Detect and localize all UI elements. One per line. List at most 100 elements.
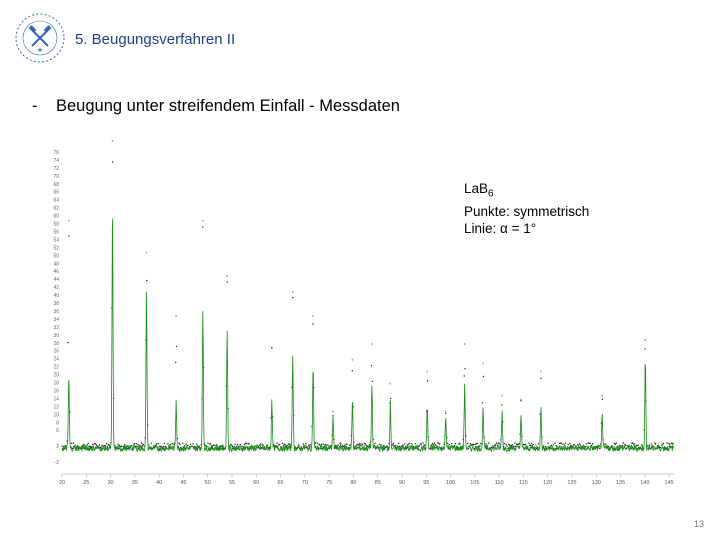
data-point [346, 443, 348, 445]
data-point [314, 442, 317, 444]
data-point [305, 442, 307, 445]
data-point [514, 442, 516, 444]
data-point [506, 445, 508, 447]
data-point [599, 447, 601, 450]
data-point [86, 444, 89, 446]
data-point [209, 443, 212, 445]
data-point [467, 447, 470, 450]
x-tick-label: 95 [423, 480, 429, 486]
data-point [155, 443, 158, 445]
data-point [589, 442, 591, 445]
data-point [615, 442, 617, 444]
data-point [168, 445, 170, 447]
chart-legend: LaB6 Punkte: symmetrisch Linie: α = 1° [464, 180, 589, 237]
data-point [231, 445, 234, 448]
x-tick-label: 70 [302, 480, 308, 486]
data-point [173, 443, 175, 445]
data-point [528, 442, 530, 444]
data-point [83, 443, 85, 446]
data-point [511, 444, 513, 446]
y-tick-label: 16 [53, 388, 59, 394]
data-point [187, 444, 189, 447]
data-point [391, 444, 394, 446]
x-tick-label: 65 [278, 480, 284, 486]
data-point [362, 444, 364, 446]
data-point [650, 443, 652, 445]
data-point [175, 345, 178, 348]
page-title: 5. Beugungsverfahren II [75, 31, 236, 48]
data-point [248, 443, 250, 445]
data-point [654, 442, 656, 444]
data-point [341, 444, 344, 447]
data-point [390, 397, 392, 400]
data-point [117, 443, 119, 445]
subtitle-line: - Beugung unter streifendem Einfall - Mes… [32, 97, 400, 116]
y-tick-label: 40 [53, 293, 59, 299]
data-point [459, 442, 461, 444]
x-tick-label: 135 [616, 480, 625, 486]
data-point [407, 443, 409, 446]
peak-marker: ° [482, 363, 484, 369]
data-point [302, 443, 304, 445]
data-point [292, 296, 294, 299]
data-point [592, 443, 594, 445]
data-point [357, 444, 360, 446]
data-point [520, 400, 522, 402]
x-axis: 20 25 30 35 40 45 50 55 60 65 70 75 80 85 90 95 100 105 11… [59, 473, 674, 486]
data-point [325, 444, 327, 446]
data-point [505, 443, 507, 446]
y-tick-label: -2 [55, 460, 60, 466]
y-tick-label: 58 [53, 222, 59, 228]
data-point [105, 442, 108, 445]
data-point [262, 444, 264, 446]
data-point [432, 443, 434, 445]
data-point [216, 444, 218, 446]
y-tick-label: 30 [53, 333, 59, 339]
data-point [157, 442, 159, 445]
data-point [364, 443, 367, 445]
data-point [167, 443, 169, 445]
data-point [661, 443, 664, 445]
data-point [351, 370, 353, 372]
y-tick-labels: -226810121416182022242628303234363840424… [53, 150, 59, 466]
data-point [365, 444, 367, 447]
data-point [473, 443, 475, 446]
chart-svg: -226810121416182022242628303234363840424… [53, 140, 674, 486]
y-tick-label: 44 [53, 277, 59, 283]
x-tick-label: 50 [205, 480, 211, 486]
data-point [359, 443, 361, 445]
data-point [150, 442, 152, 444]
data-point [554, 442, 556, 444]
legend-points: Punkte: symmetrisch [464, 203, 590, 219]
y-tick-label: 20 [53, 373, 59, 379]
data-point [601, 398, 603, 401]
data-point [562, 443, 564, 445]
data-point [180, 446, 182, 449]
data-point [628, 445, 631, 447]
data-point [499, 444, 501, 446]
data-point [637, 444, 639, 446]
y-tick-label: 8 [56, 420, 59, 426]
y-tick-label: 10 [53, 412, 59, 418]
data-point [569, 442, 571, 445]
data-point [189, 443, 192, 446]
data-point [540, 377, 542, 379]
data-point [420, 443, 422, 445]
data-point [453, 444, 456, 447]
series-line [61, 218, 674, 453]
peak-marker: ° [464, 343, 466, 349]
data-point [564, 444, 566, 446]
data-point [510, 445, 513, 447]
data-point [560, 442, 562, 445]
data-point [230, 444, 233, 447]
data-point [624, 443, 626, 446]
legend-material: LaB6 [464, 181, 494, 200]
data-point [195, 443, 198, 445]
data-point [175, 361, 177, 364]
data-point [479, 445, 481, 447]
data-point [254, 445, 256, 447]
data-point [408, 442, 410, 444]
data-point [68, 235, 70, 237]
legend-line: Linie: α = 1° [464, 220, 537, 236]
data-point [316, 442, 318, 444]
